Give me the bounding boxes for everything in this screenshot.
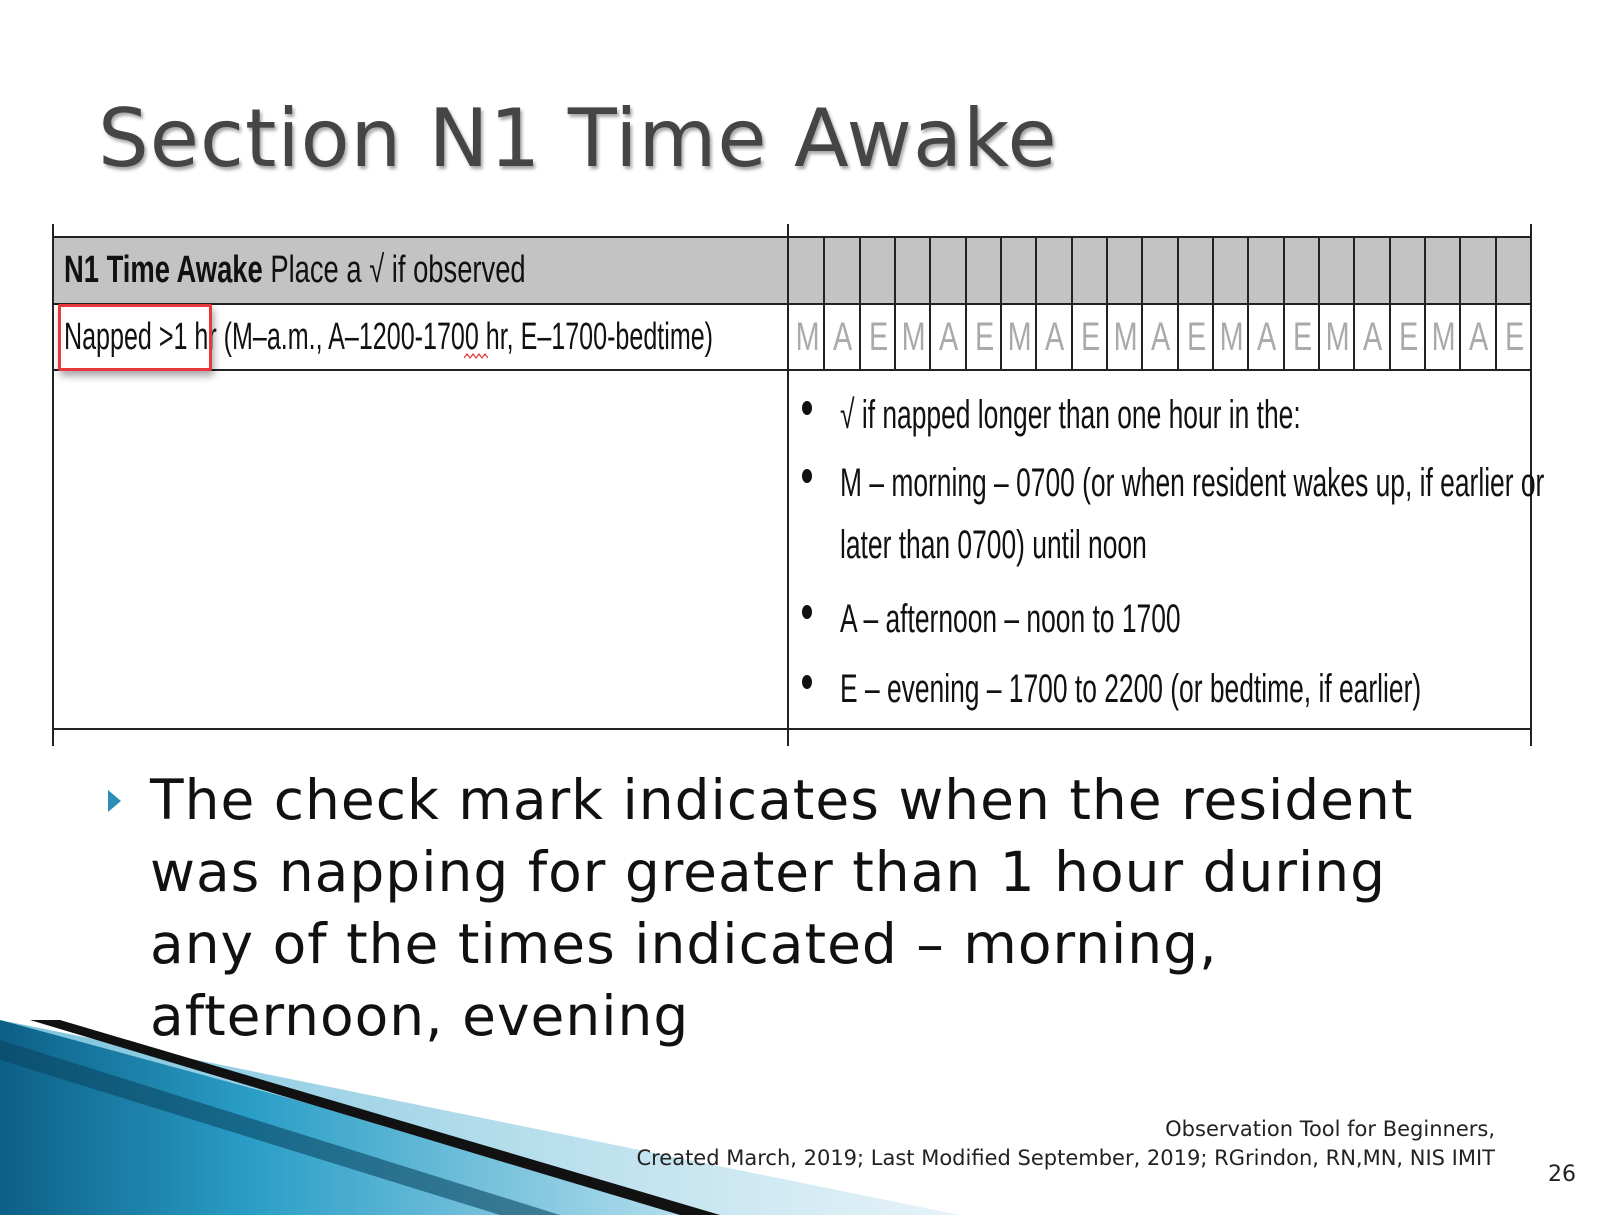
bullet-dot <box>802 675 812 689</box>
column-header-a: A <box>1363 315 1383 359</box>
column-divider <box>894 236 896 370</box>
column-divider <box>1353 236 1356 370</box>
table-header-row <box>52 238 1532 303</box>
spellcheck-underline <box>464 353 488 359</box>
column-header-m: M <box>1431 315 1456 359</box>
table-border <box>1530 224 1532 746</box>
table-border <box>52 224 54 746</box>
column-divider <box>929 236 932 370</box>
footer-credit: Observation Tool for Beginners, Created … <box>636 1115 1495 1173</box>
bullet-dot <box>802 605 812 619</box>
column-header-a: A <box>1045 315 1065 359</box>
column-header-e: E <box>1504 315 1524 359</box>
column-divider <box>1318 236 1320 370</box>
table-header-label: N1 Time Awake Place a √ if observed <box>64 238 526 303</box>
napped-rest-text: (M–a.m., A–1200-1700 hr, E–1700-bedtime) <box>216 316 714 358</box>
column-header-m: M <box>1113 315 1138 359</box>
column-divider <box>1212 236 1214 370</box>
column-divider <box>1282 236 1285 370</box>
column-divider <box>1494 236 1497 370</box>
column-divider <box>823 236 826 370</box>
column-divider <box>1459 236 1462 370</box>
column-divider <box>1388 236 1391 370</box>
column-header-m: M <box>901 315 926 359</box>
footer-line-1: Observation Tool for Beginners, <box>1165 1117 1495 1141</box>
column-header-a: A <box>833 315 853 359</box>
column-header-a: A <box>1257 315 1277 359</box>
column-header-m: M <box>1219 315 1244 359</box>
column-header-e: E <box>1186 315 1206 359</box>
bullet-text: E – evening – 1700 to 2200 (or bedtime, … <box>840 667 1422 711</box>
column-header-a: A <box>1151 315 1171 359</box>
column-header-m: M <box>795 315 820 359</box>
column-header-e: E <box>1398 315 1418 359</box>
column-divider <box>1106 236 1108 370</box>
bullet-text: √ if napped longer than one hour in the: <box>840 393 1301 437</box>
column-divider <box>964 236 967 370</box>
slide-title: Section N1 Time Awake <box>98 92 1058 185</box>
table-border <box>52 303 1532 305</box>
highlight-box <box>58 304 212 371</box>
decorative-wave <box>0 1020 960 1215</box>
column-header-a: A <box>939 315 959 359</box>
column-divider <box>1000 236 1002 370</box>
header-bold: N1 Time Awake <box>64 249 263 291</box>
page-number: 26 <box>1548 1162 1576 1187</box>
column-divider <box>1141 236 1144 370</box>
bullet-text: A – afternoon – noon to 1700 <box>840 597 1181 641</box>
column-header-e: E <box>974 315 994 359</box>
column-header-e: E <box>1080 315 1100 359</box>
column-divider <box>1070 236 1073 370</box>
n1-form-table: N1 Time Awake Place a √ if observed Napp… <box>52 224 1544 746</box>
napped-row-label: Napped >1 hr (M–a.m., A–1200-1700 hr, E–… <box>64 305 713 369</box>
bullet-dot <box>802 469 812 483</box>
table-border <box>52 728 1532 730</box>
column-header-a: A <box>1469 315 1489 359</box>
body-bullet-text: The check mark indicates when the reside… <box>150 768 1414 1048</box>
column-divider <box>858 236 861 370</box>
column-header-e: E <box>1292 315 1312 359</box>
napped-highlight-text: Napped >1 hr <box>64 316 217 358</box>
table-border <box>52 369 1532 371</box>
column-header-m: M <box>1325 315 1350 359</box>
table-border <box>52 236 1532 238</box>
bullet-list: √ if napped longer than one hour in the:… <box>790 372 1544 742</box>
header-rest: Place a √ if observed <box>262 249 526 291</box>
bullet-text: later than 0700) until noon <box>840 523 1147 567</box>
bullet-text: M – morning – 0700 (or when resident wak… <box>840 461 1545 505</box>
column-header-e: E <box>868 315 888 359</box>
column-divider <box>1176 236 1179 370</box>
table-border <box>787 224 789 746</box>
footer-line-2: Created March, 2019; Last Modified Septe… <box>636 1146 1495 1170</box>
column-divider <box>1035 236 1038 370</box>
bullet-arrow-icon <box>108 790 121 812</box>
column-divider <box>1424 236 1426 370</box>
bullet-dot <box>802 401 812 415</box>
column-divider <box>1247 236 1250 370</box>
column-header-m: M <box>1007 315 1032 359</box>
